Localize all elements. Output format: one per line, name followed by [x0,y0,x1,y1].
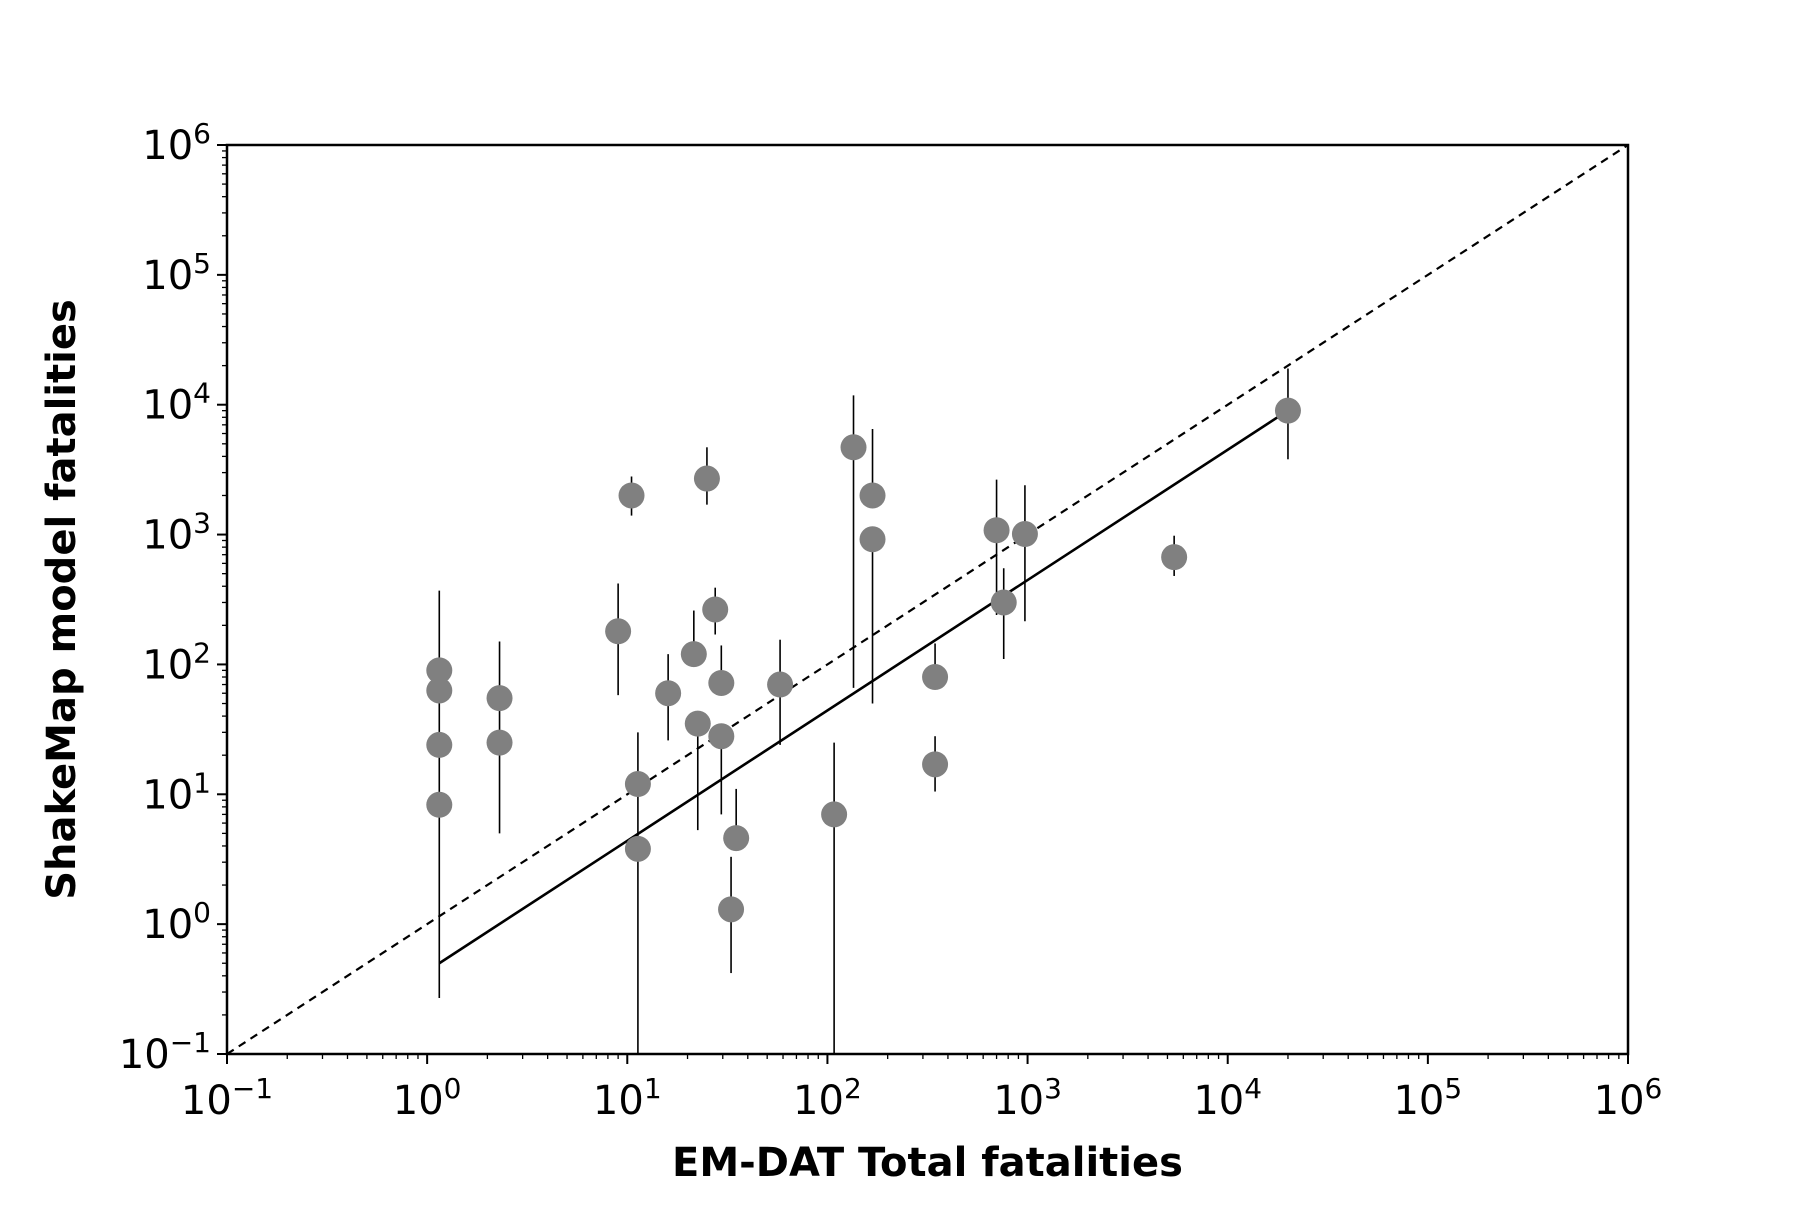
x-tick-label-4: 103 [993,1072,1062,1124]
data-point-23 [859,526,886,553]
data-point-28 [1011,521,1038,548]
data-point-19 [767,671,794,698]
data-points [426,397,1301,923]
data-point-4 [486,685,513,712]
y-axis-title: ShakeMap model fatalities [39,299,85,900]
data-point-13 [693,465,720,492]
plot-frame [225,143,1630,1056]
data-point-9 [624,835,651,862]
y-tick-label-4: 103 [142,507,211,559]
data-point-22 [859,482,886,509]
y-tick-label-5: 104 [142,377,211,429]
x-tick-label-0: 10−1 [181,1072,273,1124]
data-point-0 [426,657,453,684]
data-point-24 [922,664,949,691]
y-tick-label-0: 10−1 [119,1026,211,1078]
y-axis-ticks: 10−1 100 101 102 103 104 105 106 [119,117,227,1078]
error-bars [438,368,1289,1054]
x-axis-ticks: 10−1 100 101 102 103 104 105 106 [181,1054,1662,1124]
data-point-18 [723,825,750,852]
data-point-10 [655,680,682,707]
x-tick-label-1: 100 [393,1072,462,1124]
y-tick-label-2: 101 [142,766,211,818]
x-tick-label-7: 106 [1594,1072,1663,1124]
data-point-30 [1274,397,1301,424]
data-point-26 [983,517,1010,544]
y-tick-label-7: 106 [142,117,211,169]
x-tick-label-3: 102 [793,1072,862,1124]
data-point-21 [840,434,867,461]
data-point-6 [605,618,632,645]
y-tick-label-3: 102 [142,636,211,688]
x-tick-label-5: 104 [1193,1072,1262,1124]
x-tick-label-2: 101 [593,1072,662,1124]
data-point-8 [624,771,651,798]
data-point-11 [680,641,707,668]
data-point-27 [990,589,1017,616]
one-to-one-line [226,144,1629,1055]
data-point-20 [821,801,848,828]
data-point-17 [718,896,745,923]
data-point-14 [702,596,729,623]
fit-line [438,410,1287,965]
x-tick-label-6: 105 [1393,1072,1462,1124]
x-axis-title: EM-DAT Total fatalities [672,1140,1183,1186]
data-point-15 [708,669,735,696]
y-tick-label-6: 105 [142,247,211,299]
reference-lines [226,144,1629,1055]
data-point-3 [426,791,453,818]
data-point-25 [922,751,949,778]
data-point-5 [486,729,513,756]
data-point-2 [426,731,453,758]
data-point-16 [708,723,735,750]
data-point-29 [1161,544,1188,571]
data-point-7 [618,482,645,509]
data-point-12 [684,710,711,737]
y-tick-label-1: 100 [142,896,211,948]
data-point-1 [426,677,453,704]
